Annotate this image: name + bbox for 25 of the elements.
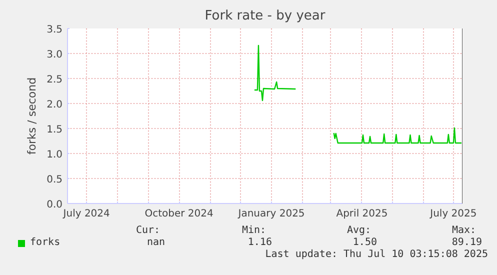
y-tick-label: 0.5 [46,174,63,186]
text: Avg: [347,225,372,237]
text: Max: [452,225,476,237]
y-tick-label: 2.0 [46,100,63,110]
text: nan [146,237,165,249]
x-tick-label: October 2024 [144,208,214,220]
legend-label: forks [30,237,60,249]
y-axis-title: forks / second [26,77,39,155]
x-tick-label: January 2025 [237,208,305,220]
text: Last update: Thu Jul 10 03:15:08 2025 [265,249,488,261]
text: Min: [242,225,266,237]
y-tick-label: 1.0 [46,150,63,160]
text: 89.19 [452,237,482,249]
text: 1.16 [248,237,272,249]
x-tick-label: April 2025 [336,208,388,220]
y-tick-label: 2.5 [46,74,63,86]
x-tick-label: July 2025 [429,208,477,220]
y-tick-label: 3.0 [46,50,63,60]
y-tick-label: 0.0 [46,200,63,210]
x-tick-label: July 2024 [62,208,110,220]
text: Cur: [136,225,160,237]
y-tick-label: 1.5 [46,124,63,136]
y-tick-label: 3.5 [46,24,63,36]
text: 1.50 [352,237,377,249]
chart-title: Fork rate - by year [204,8,326,24]
